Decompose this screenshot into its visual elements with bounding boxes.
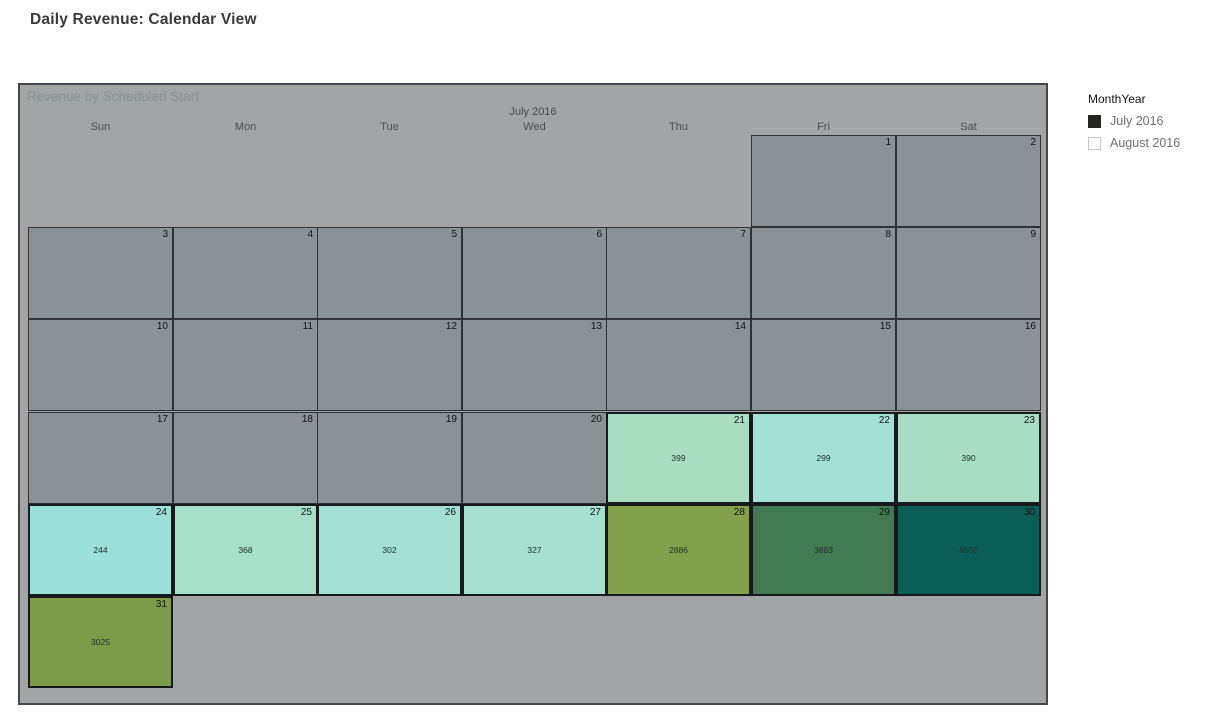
legend-item[interactable]: August 2016 (1088, 136, 1180, 150)
calendar-day-cell[interactable]: 28 2886 (606, 504, 751, 596)
calendar-day-cell[interactable]: 15 (751, 319, 896, 411)
calendar-day-cell[interactable]: 23 390 (896, 412, 1041, 504)
day-number: 24 (155, 507, 167, 518)
day-number: 9 (1030, 229, 1036, 240)
calendar-day-cell[interactable]: 30 4502 (896, 504, 1041, 596)
legend-item-label: August 2016 (1110, 136, 1181, 150)
calendar-day-cell[interactable]: 18 (173, 412, 318, 504)
calendar-day-cell[interactable]: 17 (28, 412, 173, 504)
day-number: 22 (878, 415, 890, 426)
day-number: 13 (590, 321, 602, 332)
day-number: 18 (301, 414, 313, 425)
calendar-day-cell[interactable]: 4 (173, 227, 318, 319)
calendar-day-cell[interactable]: 16 (896, 319, 1041, 411)
legend-item[interactable]: July 2016 (1088, 114, 1180, 128)
legend-swatch-icon (1088, 114, 1101, 128)
visual-title: Revenue by Scheduled Start (27, 89, 199, 104)
calendar-day-cell[interactable]: 8 (751, 227, 896, 319)
calendar-day-cell[interactable]: 12 (317, 319, 462, 411)
calendar-visual: Revenue by Scheduled Start July 2016 Sun… (18, 83, 1048, 705)
day-number: 14 (734, 321, 746, 332)
weekday-header-thu: Thu (669, 121, 688, 133)
weekday-header-mon: Mon (234, 121, 257, 133)
day-number: 17 (156, 414, 168, 425)
calendar-day-cell[interactable]: 27 327 (462, 504, 607, 596)
calendar-day-cell[interactable]: 24 244 (28, 504, 173, 596)
calendar-day-cell[interactable]: 5 (317, 227, 462, 319)
calendar-day-cell[interactable]: 31 3025 (28, 596, 173, 688)
day-number: 10 (156, 321, 168, 332)
legend-swatch-icon (1088, 136, 1101, 150)
weekday-header-fri: Fri (817, 121, 830, 133)
day-number: 11 (302, 321, 313, 332)
day-number: 7 (740, 229, 746, 240)
calendar-day-cell[interactable]: 10 (28, 319, 173, 411)
calendar-day-cell[interactable]: 11 (173, 319, 318, 411)
calendar-day-cell[interactable]: 29 3883 (751, 504, 896, 596)
day-number: 19 (445, 414, 457, 425)
legend-title: MonthYear (1088, 92, 1146, 106)
weekday-header-tue: Tue (380, 121, 399, 133)
calendar-day-cell[interactable]: 13 (462, 319, 607, 411)
legend-items: July 2016 August 2016 (1088, 114, 1180, 150)
calendar-day-cell[interactable]: 2 (896, 135, 1041, 227)
cell-value: 3025 (91, 637, 110, 647)
calendar-day-cell[interactable]: 1 (751, 135, 896, 227)
day-number: 8 (885, 229, 891, 240)
cell-value: 390 (961, 453, 976, 463)
cell-value: 302 (382, 545, 397, 555)
day-number: 5 (451, 229, 457, 240)
day-number: 25 (300, 507, 312, 518)
day-number: 28 (733, 507, 745, 518)
day-number: 27 (589, 507, 601, 518)
calendar-day-cell[interactable]: 26 302 (317, 504, 462, 596)
day-number: 23 (1023, 415, 1035, 426)
calendar-day-cell[interactable]: 6 (462, 227, 607, 319)
weekday-header-sun: Sun (90, 121, 111, 133)
cell-value: 327 (527, 545, 542, 555)
cell-value: 3883 (814, 545, 833, 555)
calendar-day-cell[interactable]: 9 (896, 227, 1041, 319)
day-number: 12 (445, 321, 457, 332)
weekday-header-sat: Sat (960, 121, 977, 133)
legend-item-label: July 2016 (1110, 114, 1164, 128)
day-number: 20 (590, 414, 602, 425)
day-number: 15 (879, 321, 891, 332)
cell-value: 244 (93, 545, 108, 555)
day-number: 2 (1030, 137, 1036, 148)
month-label: July 2016 (509, 106, 557, 118)
weekday-header-wed: Wed (523, 121, 546, 133)
calendar-day-cell[interactable]: 21 399 (606, 412, 751, 504)
calendar-day-cell[interactable]: 3 (28, 227, 173, 319)
calendar-day-cell[interactable]: 22 299 (751, 412, 896, 504)
calendar-day-cell[interactable]: 25 368 (173, 504, 318, 596)
day-number: 16 (1024, 321, 1036, 332)
day-number: 26 (444, 507, 456, 518)
day-number: 30 (1023, 507, 1035, 518)
day-number: 4 (307, 229, 313, 240)
page-title: Daily Revenue: Calendar View (30, 11, 257, 28)
calendar-day-cell[interactable]: 7 (606, 227, 751, 319)
day-number: 31 (155, 599, 167, 610)
day-number: 3 (162, 229, 168, 240)
cell-value: 4502 (959, 545, 978, 555)
calendar-day-cell[interactable]: 19 (317, 412, 462, 504)
calendar-day-cell[interactable]: 14 (606, 319, 751, 411)
day-number: 1 (885, 137, 891, 148)
legend: MonthYear July 2016 August 2016 (1088, 92, 1180, 158)
cell-value: 399 (671, 453, 686, 463)
day-number: 29 (878, 507, 890, 518)
cell-value: 299 (816, 453, 831, 463)
day-number: 21 (733, 415, 745, 426)
calendar-day-cell[interactable]: 20 (462, 412, 607, 504)
cell-value: 2886 (669, 545, 688, 555)
cell-value: 368 (238, 545, 253, 555)
day-number: 6 (596, 229, 602, 240)
